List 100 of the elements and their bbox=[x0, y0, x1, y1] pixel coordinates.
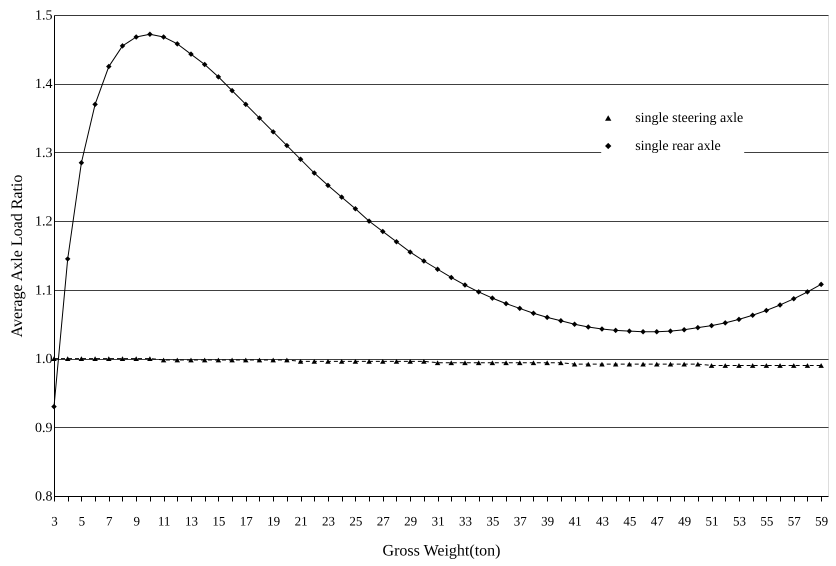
point bbox=[394, 239, 400, 244]
point bbox=[421, 258, 427, 264]
x-tick-label: 47 bbox=[650, 514, 664, 528]
point bbox=[352, 358, 358, 364]
point bbox=[394, 358, 400, 364]
point bbox=[654, 329, 660, 335]
y-tick-label: 1.3 bbox=[35, 146, 52, 161]
x-tick-label: 27 bbox=[376, 514, 390, 528]
point bbox=[434, 360, 440, 366]
point bbox=[722, 363, 728, 368]
x-tick-label: 59 bbox=[815, 514, 828, 528]
point bbox=[120, 356, 126, 361]
point bbox=[708, 363, 714, 368]
point bbox=[133, 34, 139, 40]
point bbox=[216, 74, 222, 80]
x-tick-label: 37 bbox=[514, 514, 528, 528]
point bbox=[530, 360, 536, 366]
point bbox=[640, 329, 646, 335]
point bbox=[147, 356, 153, 361]
x-axis-title: Gross Weight(ton) bbox=[382, 542, 500, 560]
x-tick-label: 33 bbox=[458, 514, 472, 528]
point bbox=[78, 356, 84, 361]
point bbox=[695, 324, 701, 330]
x-tick-label: 29 bbox=[404, 514, 418, 528]
point bbox=[352, 206, 358, 212]
point bbox=[586, 362, 592, 366]
point bbox=[818, 363, 824, 368]
point bbox=[147, 32, 153, 37]
y-tick-label: 1.2 bbox=[35, 214, 52, 230]
x-tick-label: 51 bbox=[706, 514, 719, 528]
point bbox=[503, 360, 509, 366]
point bbox=[791, 363, 796, 368]
point bbox=[92, 102, 98, 108]
point bbox=[229, 358, 235, 362]
point bbox=[736, 363, 742, 368]
point bbox=[312, 358, 318, 364]
point bbox=[434, 266, 440, 272]
x-tick-label: 11 bbox=[158, 514, 170, 528]
point bbox=[804, 363, 810, 368]
point bbox=[777, 363, 783, 368]
point bbox=[599, 326, 605, 332]
point bbox=[558, 318, 564, 324]
point bbox=[133, 356, 139, 361]
point bbox=[612, 362, 618, 366]
point bbox=[777, 302, 783, 308]
point bbox=[476, 289, 482, 295]
x-tick-label: 41 bbox=[568, 514, 582, 528]
point bbox=[270, 358, 276, 362]
point bbox=[160, 358, 166, 362]
point bbox=[681, 362, 687, 366]
point bbox=[325, 358, 331, 364]
legend-label: single rear axle bbox=[635, 139, 721, 154]
point bbox=[626, 362, 632, 366]
point bbox=[174, 41, 180, 47]
x-tick-label: 57 bbox=[788, 514, 802, 528]
x-tick-label: 43 bbox=[596, 514, 609, 528]
point bbox=[818, 282, 824, 288]
point bbox=[202, 358, 208, 362]
point bbox=[586, 324, 592, 330]
point bbox=[202, 62, 208, 68]
point bbox=[64, 356, 70, 361]
point bbox=[572, 321, 578, 327]
point bbox=[476, 360, 482, 366]
point bbox=[448, 360, 454, 366]
point bbox=[256, 358, 262, 362]
point bbox=[626, 328, 632, 334]
point bbox=[572, 362, 578, 366]
x-tick-label: 5 bbox=[78, 514, 86, 528]
point bbox=[188, 51, 194, 57]
x-tick-label: 7 bbox=[106, 514, 114, 528]
point bbox=[298, 156, 304, 162]
point bbox=[681, 326, 687, 332]
point bbox=[380, 228, 386, 234]
point bbox=[764, 363, 770, 368]
point bbox=[750, 363, 756, 368]
x-tick-label: 17 bbox=[240, 514, 254, 528]
y-tick-label: 1.5 bbox=[35, 8, 52, 24]
point bbox=[256, 115, 262, 121]
point bbox=[174, 358, 180, 362]
point bbox=[612, 328, 618, 334]
point bbox=[421, 358, 427, 364]
y-tick-label: 1.1 bbox=[35, 283, 52, 298]
point bbox=[270, 129, 276, 135]
point bbox=[558, 360, 564, 366]
point bbox=[764, 308, 770, 314]
point bbox=[120, 43, 126, 49]
point bbox=[462, 282, 468, 288]
x-tick-label: 13 bbox=[184, 514, 198, 528]
point bbox=[160, 34, 166, 40]
point bbox=[599, 362, 605, 366]
x-tick-label: 45 bbox=[623, 514, 636, 528]
y-tick-label: 0.9 bbox=[35, 420, 52, 436]
point bbox=[517, 306, 523, 312]
point bbox=[312, 170, 318, 176]
point bbox=[695, 362, 701, 366]
x-tick-label: 3 bbox=[51, 514, 58, 528]
point bbox=[366, 358, 372, 364]
point bbox=[462, 360, 468, 366]
point bbox=[229, 88, 235, 94]
point bbox=[366, 218, 372, 224]
